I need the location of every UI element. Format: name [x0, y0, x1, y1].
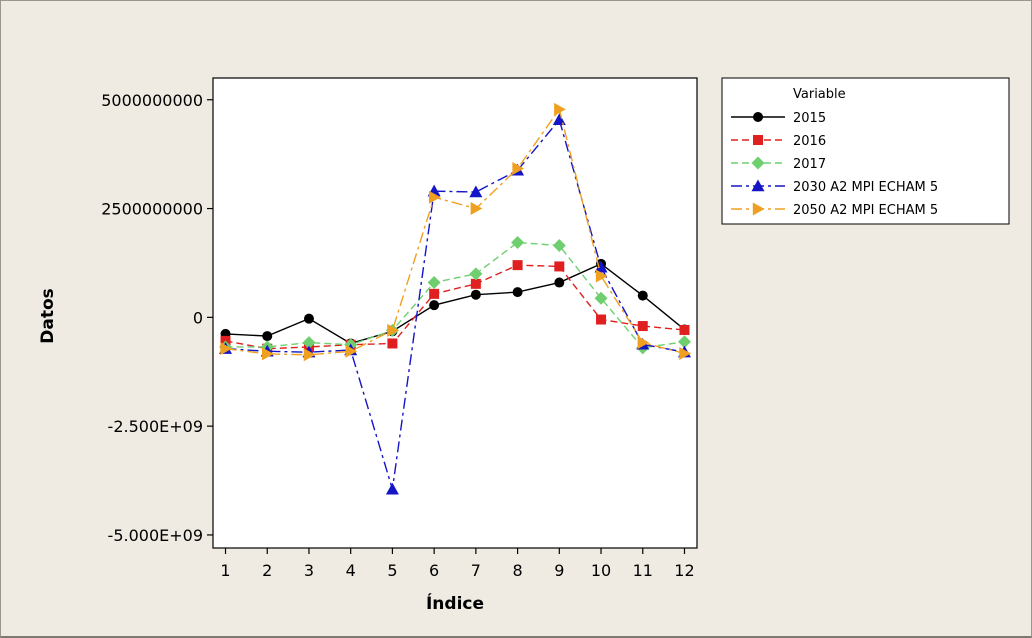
legend: Variable 2015 2016 2017 2030 A2 MPI ECHAM 5…: [721, 77, 1010, 225]
data-point: [552, 113, 566, 125]
y-tick-label: 5000000000: [101, 91, 203, 110]
x-tick-label: 1: [220, 561, 230, 580]
data-point: [679, 324, 690, 335]
legend-box: [721, 77, 1010, 225]
data-point: [594, 291, 608, 305]
data-point: [387, 338, 398, 349]
data-point: [303, 313, 314, 324]
y-tick-label: 0: [193, 308, 203, 327]
data-point: [637, 321, 648, 332]
legend-label: 2016: [793, 134, 826, 149]
legend-item: 2050 A2 MPI ECHAM 5: [731, 202, 938, 218]
series-5: [220, 102, 691, 362]
legend-item: 2017: [731, 156, 826, 172]
x-tick-label: 7: [471, 561, 481, 580]
x-tick-label: 6: [429, 561, 439, 580]
data-point: [303, 348, 316, 362]
x-tick-label: 9: [554, 561, 564, 580]
data-point: [470, 278, 481, 289]
data-point: [429, 300, 440, 311]
x-tick-label: 12: [674, 561, 694, 580]
data-point: [677, 335, 691, 349]
y-tick-label: -2.500E+09: [108, 417, 203, 436]
legend-label: 2015: [793, 111, 826, 126]
data-point: [427, 276, 441, 290]
legend-label: 2030 A2 MPI ECHAM 5: [793, 180, 938, 195]
data-point: [429, 288, 440, 299]
data-point: [594, 260, 608, 273]
data-point: [345, 344, 358, 358]
series-line: [225, 241, 685, 349]
data-point: [753, 112, 763, 122]
series-line: [225, 264, 685, 350]
y-tick-label: -5.000E+09: [108, 526, 203, 545]
data-point: [596, 314, 607, 325]
data-point: [753, 135, 763, 145]
legend-item: 2016: [731, 134, 826, 149]
data-point: [469, 185, 483, 198]
data-point: [751, 179, 765, 192]
data-point: [751, 156, 765, 170]
x-tick-label: 4: [346, 561, 356, 580]
data-point: [637, 290, 648, 301]
data-point: [554, 102, 566, 116]
data-point: [512, 162, 525, 176]
data-point: [512, 260, 523, 271]
y-tick-label: 2500000000: [101, 200, 203, 219]
data-point: [554, 277, 565, 288]
plot-area: [212, 77, 698, 549]
x-tick-label: 5: [387, 561, 397, 580]
data-point: [511, 236, 525, 249]
data-point: [469, 267, 483, 281]
x-tick-label: 8: [512, 561, 522, 580]
data-point: [552, 239, 566, 253]
x-tick-label: 3: [304, 561, 314, 580]
x-tick-label: 2: [262, 561, 272, 580]
data-point: [679, 346, 691, 360]
data-point: [262, 331, 273, 342]
data-point: [595, 269, 608, 283]
series-line: [225, 107, 685, 356]
data-point: [220, 342, 233, 356]
data-point: [387, 323, 399, 337]
data-point: [385, 482, 399, 495]
data-point: [637, 336, 650, 350]
legend-label: 2050 A2 MPI ECHAM 5: [793, 203, 938, 218]
series-line: [225, 118, 685, 490]
data-point: [302, 336, 316, 350]
data-point: [512, 287, 523, 298]
legend-title: Variable: [793, 87, 846, 102]
data-point: [554, 261, 565, 272]
data-point: [752, 202, 765, 216]
legend-item: 2015: [731, 111, 826, 126]
x-tick-label: 11: [633, 561, 653, 580]
data-point: [262, 347, 274, 361]
x-axis-title: Índice: [426, 592, 484, 614]
data-point: [470, 289, 481, 300]
series-line: [225, 263, 685, 345]
y-axis-title: Datos: [38, 288, 58, 344]
data-point: [470, 202, 483, 216]
data-point: [428, 190, 441, 204]
legend-item: 2030 A2 MPI ECHAM 5: [731, 179, 938, 195]
legend-label: 2017: [793, 157, 826, 172]
x-tick-label: 10: [591, 561, 611, 580]
